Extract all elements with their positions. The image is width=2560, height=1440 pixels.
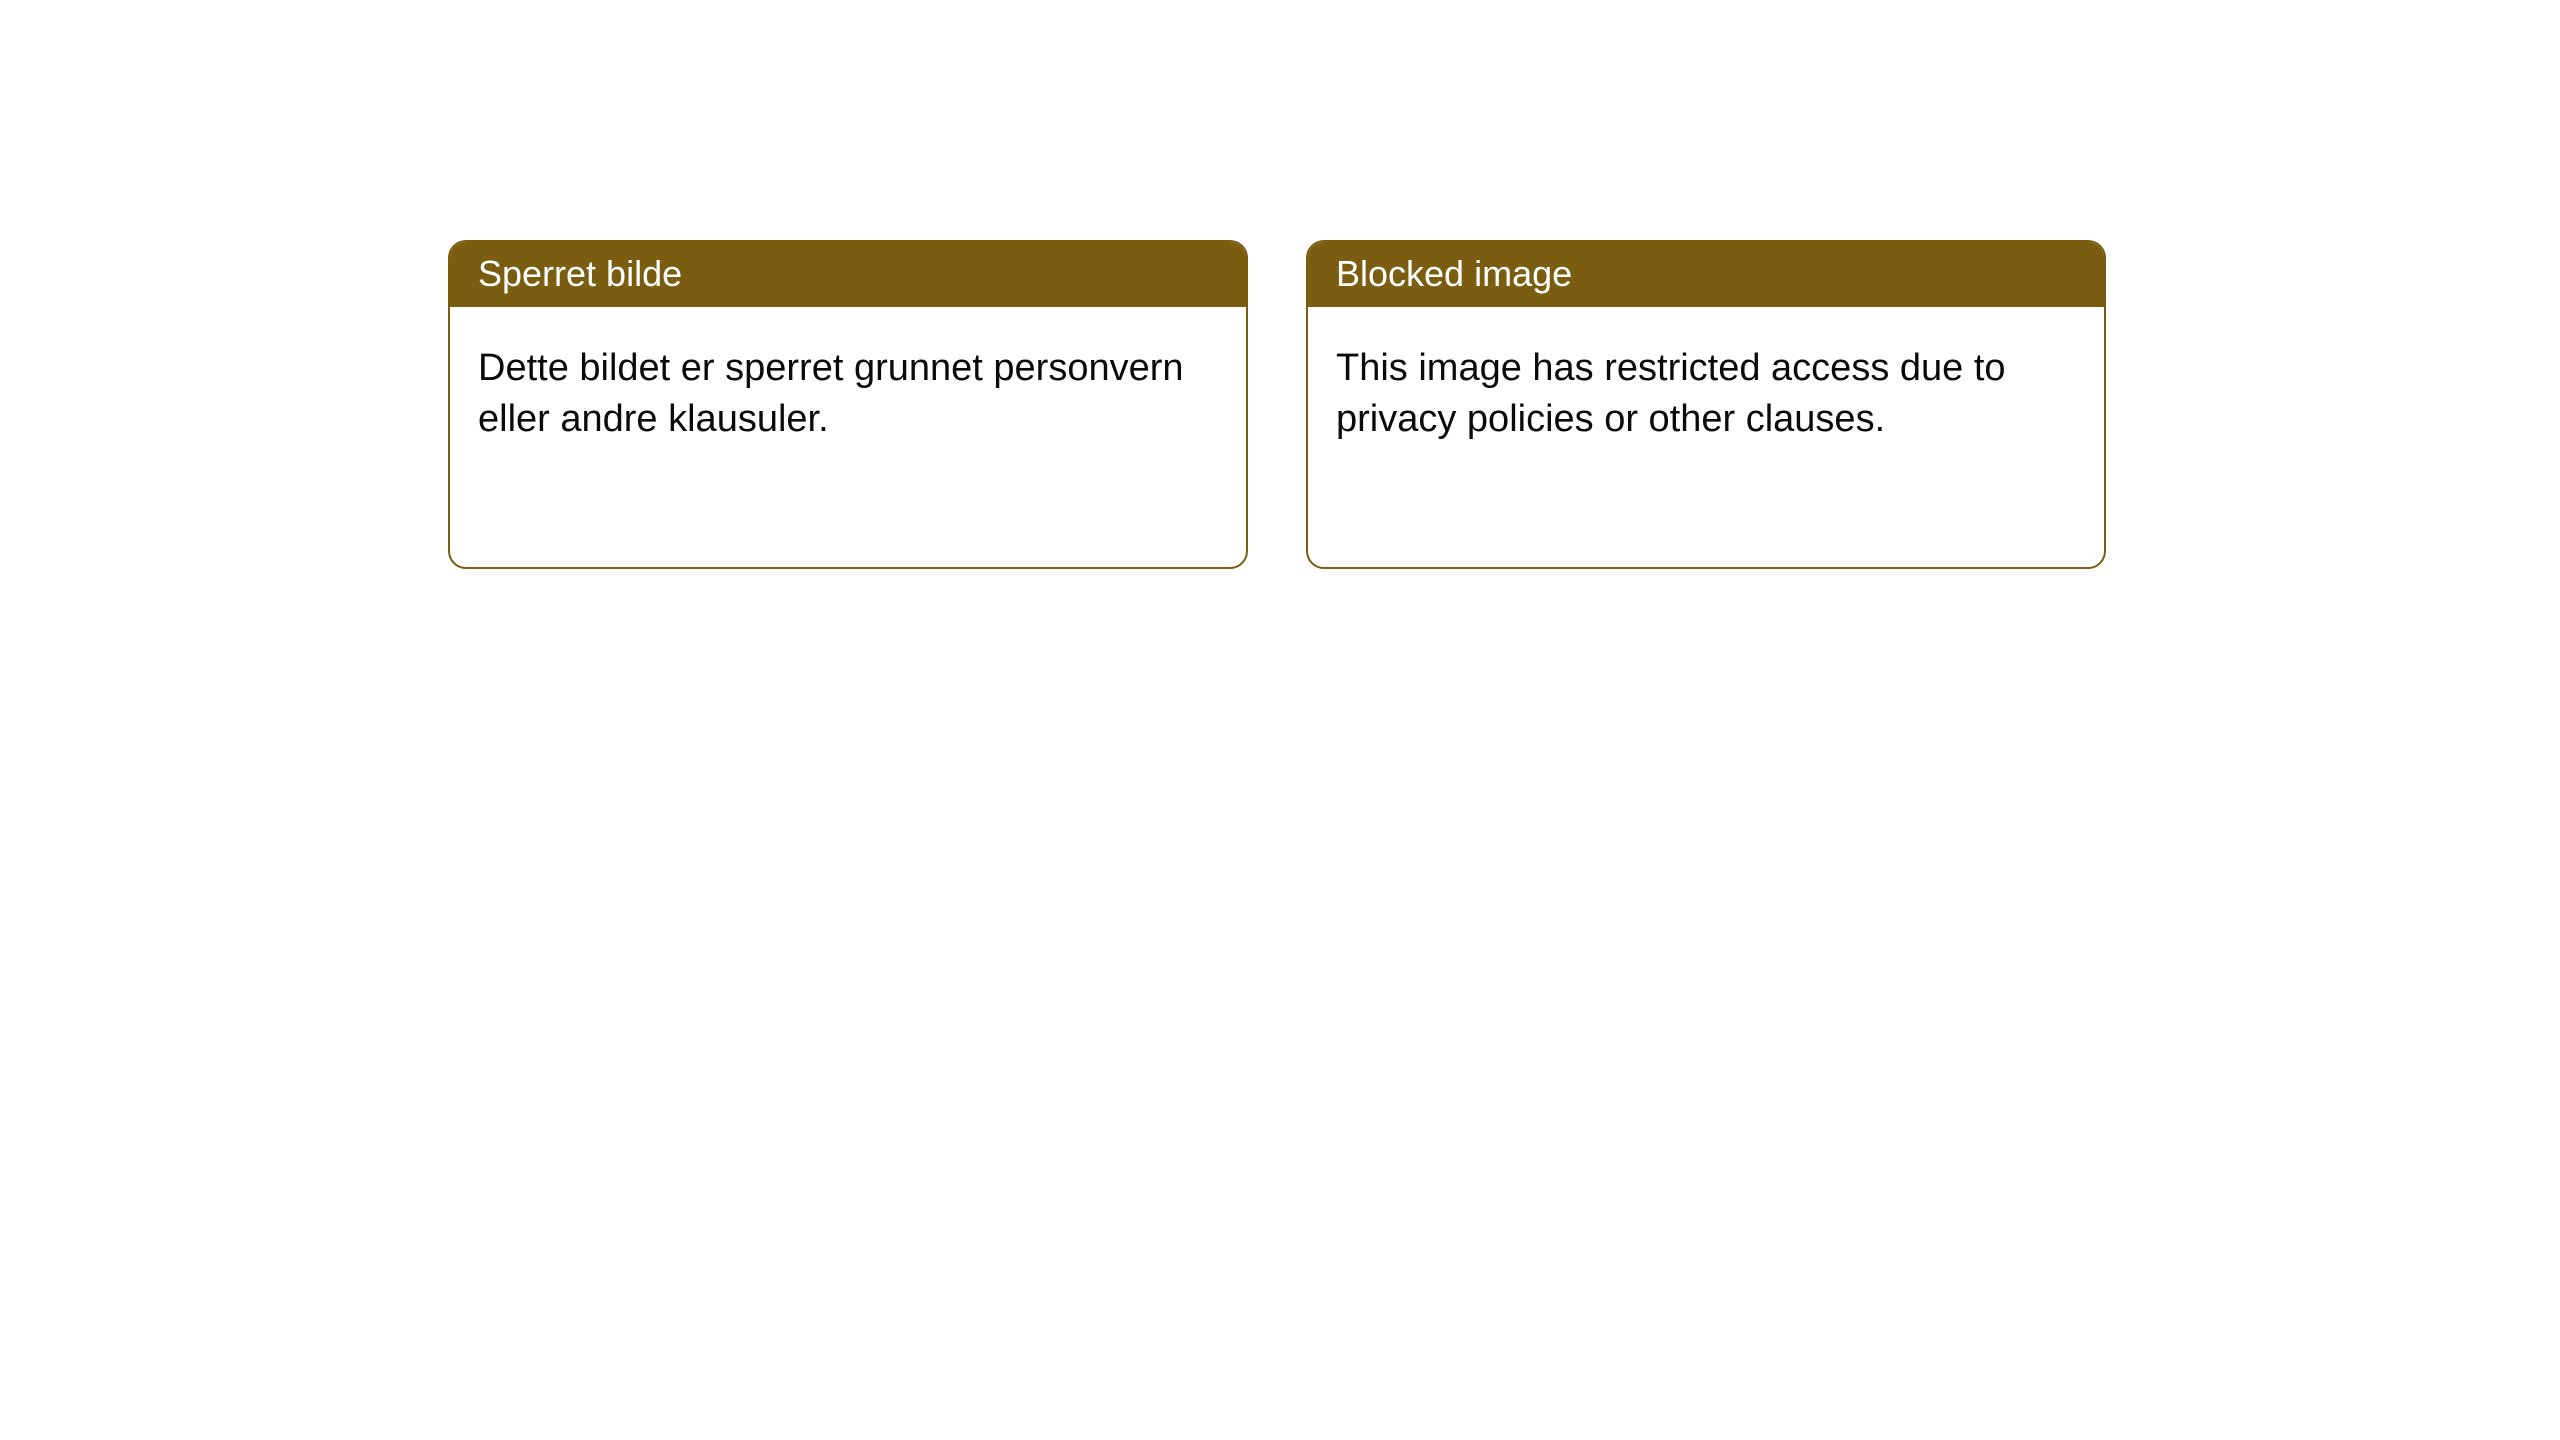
- notice-box-norwegian: Sperret bilde Dette bildet er sperret gr…: [448, 240, 1248, 569]
- notice-title-english: Blocked image: [1308, 242, 2104, 307]
- notice-title-norwegian: Sperret bilde: [450, 242, 1246, 307]
- notice-box-english: Blocked image This image has restricted …: [1306, 240, 2106, 569]
- notice-message-norwegian: Dette bildet er sperret grunnet personve…: [450, 307, 1246, 567]
- notice-container: Sperret bilde Dette bildet er sperret gr…: [0, 0, 2560, 569]
- notice-message-english: This image has restricted access due to …: [1308, 307, 2104, 567]
